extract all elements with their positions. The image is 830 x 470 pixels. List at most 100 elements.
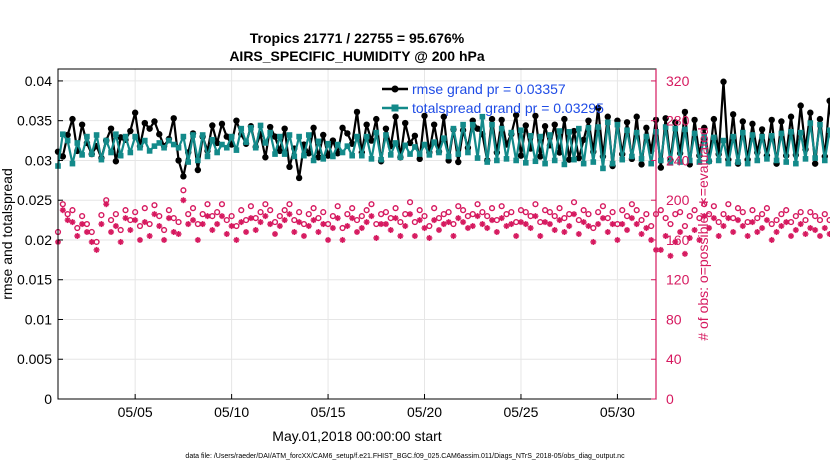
obs-possible-point: [271, 218, 279, 226]
totalspread-point: [706, 158, 712, 165]
totalspread-point: [84, 133, 90, 140]
totalspread-point: [783, 159, 790, 165]
y-tick-label: 0: [44, 391, 52, 407]
obs-evaluated-point: [730, 229, 737, 236]
rmse-point: [778, 118, 785, 125]
totalspread-point: [291, 153, 298, 160]
obs-possible-point: [440, 211, 447, 218]
rmse-point: [440, 113, 448, 120]
obs-evaluated-point: [513, 232, 520, 239]
rmse-point: [672, 119, 679, 126]
obs-evaluated-point: [108, 229, 115, 236]
obs-evaluated-point: [74, 232, 81, 239]
rmse-point: [213, 139, 221, 147]
obs-possible-point: [749, 207, 756, 214]
obs-evaluated-point: [575, 231, 582, 237]
obs-evaluated-point: [643, 225, 650, 232]
x-tick-label: 05/15: [311, 404, 346, 420]
totalspread-point: [629, 153, 635, 160]
obs-evaluated-point: [522, 221, 529, 228]
obs-evaluated-point: [286, 211, 293, 218]
obs-evaluated-point: [778, 223, 785, 230]
rmse-point: [324, 152, 332, 159]
obs-possible-point: [69, 207, 76, 214]
rmse-point: [826, 97, 830, 105]
totalspread-point: [720, 137, 727, 144]
obs-evaluated-point: [276, 223, 283, 230]
obs-possible-point: [730, 214, 737, 222]
obs-evaluated-point: [315, 229, 322, 236]
obs-evaluated-point: [122, 215, 129, 222]
totalspread-point: [768, 132, 775, 139]
obs-evaluated-point: [358, 225, 365, 232]
obs-evaluated-point: [677, 229, 684, 236]
obs-possible-point: [175, 218, 182, 226]
right-axis: 0 40 80 120 160 200 240 280 320: [651, 69, 690, 407]
obs-evaluated-point: [807, 225, 814, 232]
totalspread-point: [561, 161, 568, 168]
totalspread-point: [600, 165, 606, 172]
obs-evaluated-point: [710, 215, 717, 222]
obs-possible-point: [185, 211, 192, 218]
obs-possible-point: [378, 211, 385, 218]
obs-possible-point: [580, 207, 587, 214]
obs-possible-point: [715, 218, 722, 226]
obs-possible-point: [532, 201, 539, 208]
totalspread-point: [474, 155, 481, 161]
obs-possible-point: [812, 213, 819, 220]
rmse-point: [286, 163, 293, 171]
obs-possible-point: [406, 199, 414, 206]
obs-possible-point: [238, 207, 245, 214]
totalspread-point: [334, 141, 341, 148]
obs-evaluated-point: [720, 223, 727, 230]
obs-evaluated-point: [151, 211, 158, 218]
rmse-point: [512, 111, 520, 119]
obs-possible-point: [339, 224, 346, 232]
rmse-point: [551, 121, 558, 128]
obs-evaluated-point: [175, 231, 182, 237]
obs-evaluated-point: [802, 231, 809, 237]
rmse-point: [739, 118, 747, 125]
obs-possible-point: [74, 224, 81, 232]
obs-count-markers: [54, 187, 830, 259]
obs-possible-point: [522, 209, 529, 216]
obs-evaluated-point: [595, 221, 602, 228]
totalspread-point: [715, 157, 722, 164]
totalspread-point: [117, 152, 124, 159]
rmse-point: [474, 125, 481, 132]
rmse-point: [720, 78, 727, 85]
obs-possible-point: [667, 220, 674, 228]
data-file-footer: data file: /Users/raeder/DAI/ATM_forcXX/…: [185, 453, 625, 460]
obs-evaluated-point: [204, 213, 211, 220]
obs-evaluated-point: [354, 229, 360, 236]
obs-evaluated-point: [479, 221, 486, 228]
x-tick-label: 05/30: [600, 404, 635, 420]
obs-evaluated-point: [329, 225, 336, 232]
obs-evaluated-point: [450, 232, 457, 239]
totalspread-point: [127, 149, 134, 156]
y-tick-label: 0.035: [17, 113, 52, 129]
rmse-point: [411, 132, 419, 139]
x-tick-label: 05/05: [118, 404, 153, 420]
y-tick-label: 0.015: [17, 272, 52, 288]
obs-possible-point: [488, 205, 496, 212]
totalspread-point: [223, 144, 230, 151]
obs-evaluated-point: [228, 223, 235, 230]
rmse-point: [585, 117, 592, 124]
obs-evaluated-point: [233, 236, 240, 243]
obs-possible-point: [257, 209, 264, 216]
totalspread-point: [98, 156, 105, 163]
rmse-point: [402, 119, 409, 127]
obs-possible-point: [792, 213, 799, 220]
obs-evaluated-point: [551, 227, 558, 234]
obs-evaluated-point: [209, 227, 216, 234]
rmse-point: [488, 115, 496, 123]
obs-possible-point: [633, 207, 640, 214]
obs-possible-point: [160, 226, 168, 234]
obs-evaluated-point: [657, 246, 664, 253]
obs-possible-point: [595, 209, 602, 216]
totalspread-point: [310, 157, 317, 164]
totalspread-point: [204, 153, 211, 160]
obs-evaluated-point: [339, 236, 346, 243]
